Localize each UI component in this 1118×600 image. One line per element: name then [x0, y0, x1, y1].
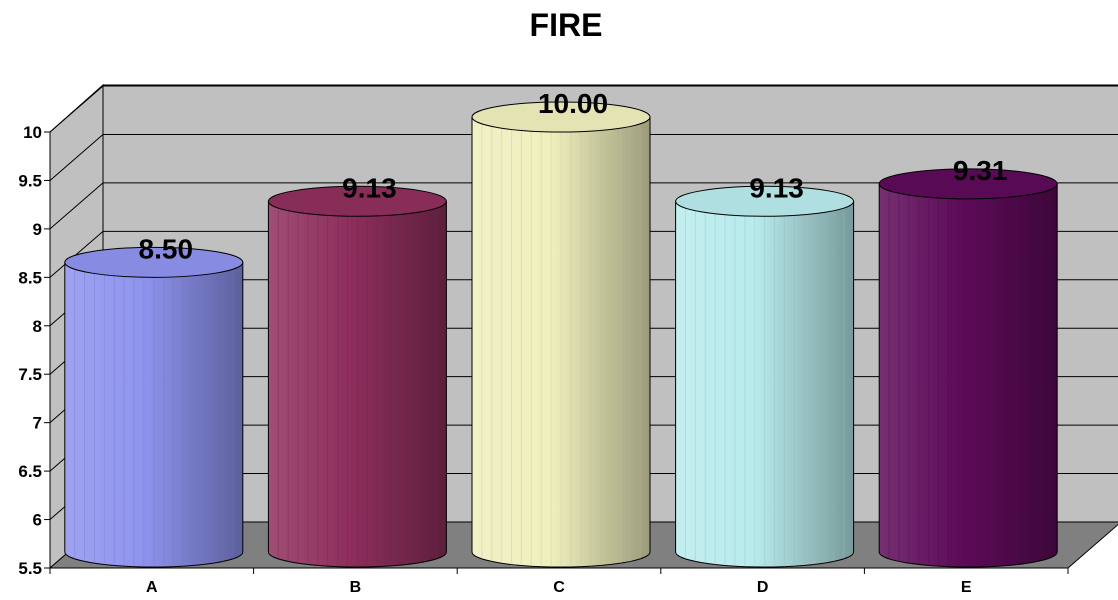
bar-top	[64, 246, 244, 278]
data-label: 8.50	[139, 233, 194, 264]
y-tick-label: 8	[33, 317, 42, 336]
chart-title: FIRE	[530, 7, 603, 43]
x-tick-label: E	[961, 579, 972, 596]
bar-body	[471, 116, 651, 568]
gridline	[49, 182, 1118, 230]
bar-top	[878, 168, 1058, 200]
bar-top	[267, 185, 447, 217]
y-tick-label: 9	[33, 220, 42, 239]
x-tick-label: C	[553, 579, 565, 596]
y-tick-label: 6.5	[18, 462, 42, 481]
bar-body	[878, 183, 1058, 568]
data-label: 9.31	[953, 155, 1008, 186]
x-tick-label: A	[146, 579, 158, 596]
bar-D	[675, 185, 855, 568]
x-tick-label: B	[350, 579, 362, 596]
bar-body	[64, 261, 244, 568]
data-label: 9.13	[342, 172, 397, 203]
bar-top	[471, 101, 651, 133]
y-tick-label: 9.5	[18, 171, 42, 190]
y-tick-label: 5.5	[18, 559, 42, 578]
bar-B	[267, 185, 447, 568]
gridline	[49, 85, 1118, 133]
bar-A	[64, 246, 244, 568]
gridline	[49, 133, 1118, 181]
data-label: 10.00	[538, 88, 608, 119]
bar-body	[267, 200, 447, 568]
y-tick-label: 7.5	[18, 365, 42, 384]
y-tick-label: 10	[23, 123, 42, 142]
y-tick-label: 6	[33, 511, 42, 530]
x-tick-label: D	[757, 579, 769, 596]
bar-C	[471, 101, 651, 568]
y-tick-label: 7	[33, 414, 42, 433]
bar-E	[878, 168, 1058, 568]
bar-top	[675, 185, 855, 217]
bar-body	[675, 200, 855, 568]
data-label: 9.13	[749, 172, 804, 203]
y-tick-label: 8.5	[18, 268, 42, 287]
